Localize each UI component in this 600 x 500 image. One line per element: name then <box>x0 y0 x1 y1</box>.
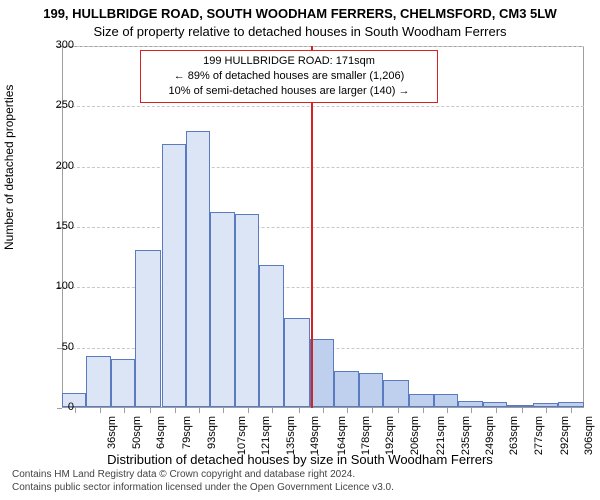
x-tick-mark <box>546 408 547 413</box>
footer-line-2: Contains public sector information licen… <box>12 482 394 495</box>
histogram-bar <box>434 394 458 407</box>
histogram-bar <box>86 356 110 407</box>
x-tick-label: 149sqm <box>310 416 322 455</box>
gridline <box>62 227 584 228</box>
y-tick-label: 300 <box>34 39 74 51</box>
x-tick-label: 36sqm <box>106 416 118 449</box>
x-tick-label: 192sqm <box>385 416 397 455</box>
x-tick-label: 93sqm <box>206 416 218 449</box>
histogram-bar <box>483 402 507 407</box>
x-tick-label: 79sqm <box>181 416 193 449</box>
x-tick-mark <box>75 408 76 413</box>
figure: 199, HULLBRIDGE ROAD, SOUTH WOODHAM FERR… <box>0 0 600 500</box>
histogram-bar <box>533 403 557 407</box>
gridline <box>62 46 584 47</box>
x-tick-label: 64sqm <box>155 416 167 449</box>
histogram-bar <box>186 131 210 407</box>
x-tick-mark <box>299 408 300 413</box>
address-title: 199, HULLBRIDGE ROAD, SOUTH WOODHAM FERR… <box>0 6 600 21</box>
x-tick-label: 164sqm <box>336 416 348 455</box>
histogram-bar <box>558 402 584 407</box>
subtitle: Size of property relative to detached ho… <box>0 24 600 39</box>
histogram-bar <box>359 373 383 407</box>
x-tick-label: 50sqm <box>131 416 143 449</box>
x-tick-mark <box>223 408 224 413</box>
x-tick-mark <box>272 408 273 413</box>
histogram-bar <box>409 394 433 407</box>
x-tick-label: 178sqm <box>360 416 372 455</box>
histogram-bar <box>310 339 334 407</box>
x-tick-label: 277sqm <box>533 416 545 455</box>
histogram-bar <box>135 250 161 407</box>
x-tick-mark <box>447 408 448 413</box>
histogram-bar <box>259 265 283 407</box>
annotation-line2: ← 89% of detached houses are smaller (1,… <box>149 69 429 84</box>
x-tick-label: 292sqm <box>559 416 571 455</box>
x-tick-mark <box>571 408 572 413</box>
y-tick-label: 150 <box>34 220 74 232</box>
annotation-box: 199 HULLBRIDGE ROAD: 171sqm← 89% of deta… <box>140 50 438 103</box>
x-tick-mark <box>248 408 249 413</box>
histogram-bar <box>235 214 259 407</box>
x-tick-mark <box>423 408 424 413</box>
histogram-bar <box>383 380 409 407</box>
x-tick-mark <box>100 408 101 413</box>
x-tick-mark <box>496 408 497 413</box>
histogram-bar <box>162 144 186 407</box>
x-tick-label: 249sqm <box>484 416 496 455</box>
x-tick-label: 235sqm <box>460 416 472 455</box>
x-tick-label: 263sqm <box>509 416 521 455</box>
x-tick-mark <box>522 408 523 413</box>
x-tick-mark <box>372 408 373 413</box>
copyright-footer: Contains HM Land Registry data © Crown c… <box>12 469 394 494</box>
footer-line-1: Contains HM Land Registry data © Crown c… <box>12 469 394 482</box>
x-tick-mark <box>347 408 348 413</box>
annotation-line1: 199 HULLBRIDGE ROAD: 171sqm <box>149 54 429 69</box>
y-tick-label: 200 <box>34 160 74 172</box>
gridline <box>62 167 584 168</box>
x-tick-label: 306sqm <box>584 416 596 455</box>
histogram-bar <box>507 405 533 407</box>
annotation-line3: 10% of semi-detached houses are larger (… <box>149 84 429 99</box>
x-tick-mark <box>471 408 472 413</box>
histogram-bar <box>458 401 482 407</box>
y-tick-label: 50 <box>34 341 74 353</box>
x-tick-mark <box>323 408 324 413</box>
x-tick-label: 221sqm <box>435 416 447 455</box>
y-tick-label: 250 <box>34 99 74 111</box>
histogram-bar <box>334 371 358 407</box>
x-tick-mark <box>199 408 200 413</box>
y-tick-label: 100 <box>34 280 74 292</box>
histogram-bar <box>284 318 310 407</box>
x-tick-mark <box>398 408 399 413</box>
x-tick-mark <box>124 408 125 413</box>
x-tick-label: 206sqm <box>409 416 421 455</box>
y-tick-label: 0 <box>34 401 74 413</box>
histogram-bar <box>210 212 234 407</box>
y-axis-label: Number of detached properties <box>2 85 16 250</box>
x-tick-label: 135sqm <box>285 416 297 455</box>
histogram-bar <box>111 359 135 407</box>
x-tick-mark <box>150 408 151 413</box>
x-tick-label: 121sqm <box>261 416 273 455</box>
gridline <box>62 106 584 107</box>
x-tick-label: 107sqm <box>236 416 248 455</box>
x-tick-mark <box>175 408 176 413</box>
